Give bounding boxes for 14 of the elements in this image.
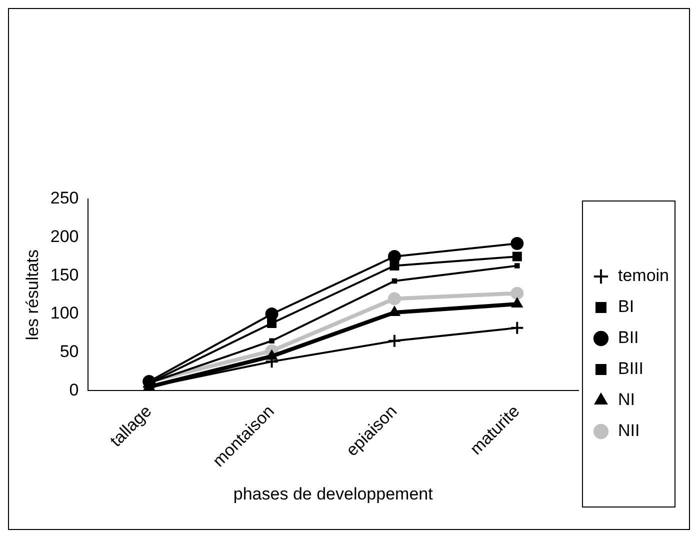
y-tick-label: 0 <box>69 380 79 400</box>
y-axis-title: les résultats <box>22 250 42 340</box>
legend-label: BIII <box>618 359 644 378</box>
legend-label: BII <box>618 328 639 348</box>
y-tick-label: 100 <box>50 304 79 323</box>
y-tick-label: 50 <box>60 342 79 362</box>
legend-label: temoin <box>618 266 670 286</box>
y-tick-label: 150 <box>50 265 79 284</box>
legend-label: NII <box>618 421 640 440</box>
legend-label: NI <box>618 390 635 410</box>
x-axis-title: phases de developpement <box>233 484 434 504</box>
y-tick-label: 250 <box>50 188 79 208</box>
legend-label: BI <box>618 297 634 316</box>
y-tick-label: 200 <box>50 227 79 246</box>
